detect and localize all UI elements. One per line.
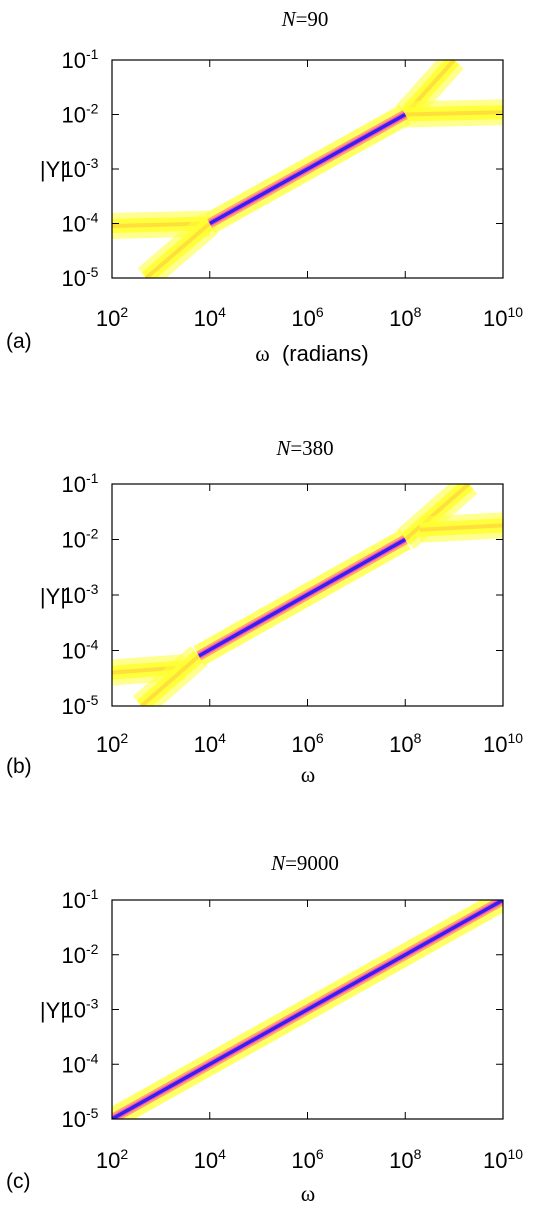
y-tick-label-a: 10-3: [62, 155, 99, 182]
branch-low-tail-core-a: [144, 221, 212, 278]
branch-high-plateau-core-a: [405, 110, 503, 117]
y-ticks-a: 10-5 10-4 10-3 10-2 10-1: [62, 46, 503, 291]
x-tick-label-a: 1010: [483, 304, 523, 331]
title-a: N=90: [281, 7, 329, 31]
x-tick-label-c: 1010: [483, 1146, 523, 1173]
x-tick-label-a: 108: [389, 304, 421, 331]
y-tick-label-c: 10-5: [62, 1105, 99, 1132]
x-tick-label-c: 108: [389, 1146, 421, 1173]
branch-high-rise-core-b: [403, 484, 471, 542]
y-tick-label-c: 10-3: [62, 996, 99, 1023]
y-axis-label-a: |Y|: [40, 157, 66, 182]
branch-diagonal-core-b: [198, 537, 407, 658]
x-tick-label-b: 108: [389, 730, 421, 757]
title-c: N=9000: [270, 851, 339, 875]
branch-diagonal-core-c: [112, 900, 503, 1119]
panel-a: N=90 102 104 106 108 1010 10-510-410-310-210…: [6, 7, 523, 366]
title-b: N=380: [275, 436, 333, 460]
y-tick-label-c: 10-4: [62, 1050, 99, 1077]
x-tick-label-c: 106: [291, 1146, 323, 1173]
y-tick-label-b: 10-3: [62, 581, 99, 608]
branch-low-tail-core-b: [140, 654, 201, 706]
x-tick-label-b: 104: [194, 730, 226, 757]
y-axis-label-c: |Y|: [40, 998, 66, 1023]
x-ticks-b: 102 104 106 108 1010: [96, 484, 523, 757]
x-tick-label-b: 1010: [483, 730, 523, 757]
x-axis-label-c: ω: [301, 1181, 315, 1206]
y-tick-label-a: 10-5: [62, 264, 99, 291]
panel-label-a: (a): [6, 330, 32, 353]
x-tick-label-c: 102: [96, 1146, 128, 1173]
heatmap-c: [112, 900, 503, 1119]
y-tick-label-b: 10-1: [62, 470, 99, 497]
y-tick-label-a: 10-4: [62, 210, 99, 237]
x-axis-label-a: ω (radians): [255, 341, 369, 366]
x-ticks-c: 102 104 106 108 1010: [96, 900, 523, 1173]
x-tick-label-b: 106: [291, 730, 323, 757]
y-tick-label-a: 10-1: [62, 46, 99, 73]
x-tick-label-a: 106: [291, 304, 323, 331]
panel-b: N=380 102 104 106 108 1010 10-510-410-310-21…: [6, 436, 523, 787]
x-ticks-a: 102 104 106 108 1010: [96, 60, 523, 331]
x-tick-label-c: 104: [194, 1146, 226, 1173]
branch-diagonal-core-a: [208, 112, 407, 226]
x-tick-label-a: 104: [194, 304, 226, 331]
y-axis-label-b: |Y|: [40, 584, 66, 609]
y-tick-label-b: 10-4: [62, 637, 99, 664]
x-tick-label-b: 102: [96, 730, 128, 757]
y-tick-label-b: 10-5: [62, 692, 99, 719]
y-tick-label-c: 10-2: [62, 941, 99, 968]
panel-c: N=9000 102 104 106 108 1010 10-5 10-4 10-3 10-2…: [6, 851, 523, 1206]
panel-label-c: (c): [6, 1170, 31, 1193]
panel-label-b: (b): [6, 755, 32, 778]
y-ticks-c: 10-5 10-4 10-3 10-2 10-1: [62, 886, 503, 1132]
heatmap-b: [112, 484, 503, 706]
branch-high-plateau-core-b: [419, 523, 503, 532]
heatmap-a: [112, 60, 503, 278]
y-tick-label-a: 10-2: [62, 101, 99, 128]
y-ticks-b: 10-5 10-4 10-3 10-2 10-1: [62, 470, 503, 719]
y-tick-label-b: 10-2: [62, 526, 99, 553]
x-axis-label-b: ω: [301, 762, 315, 787]
x-tick-label-a: 102: [96, 304, 128, 331]
y-tick-label-c: 10-1: [62, 886, 99, 913]
